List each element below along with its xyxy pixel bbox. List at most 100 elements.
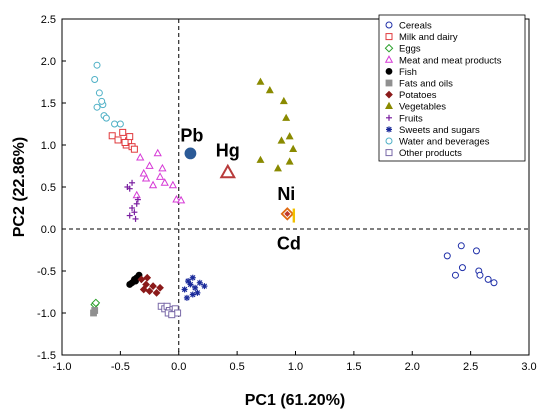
point-potatoes	[152, 288, 161, 297]
legend-item-potatoes: Potatoes	[385, 90, 437, 101]
point-potatoes	[143, 273, 152, 282]
legend-item-eggs: Eggs	[384, 43, 421, 55]
y-tick-label: 0.0	[41, 224, 56, 236]
legend-label: Milk and dairy	[399, 32, 458, 43]
point-fruits	[126, 212, 133, 219]
point-fruits	[134, 196, 141, 203]
point-meat-and-meat-products	[132, 190, 141, 199]
point-sweets-and-sugars	[189, 274, 196, 281]
loading-label-cd: Cd	[277, 234, 301, 254]
point-vegetables	[256, 77, 265, 85]
legend-marker-fish	[385, 68, 393, 75]
point-fats-and-oils	[91, 307, 99, 314]
point-meat-and-meat-products	[172, 194, 181, 203]
point-meat-and-meat-products	[155, 172, 165, 180]
point-milk-and-dairy	[121, 138, 129, 146]
point-meat-and-meat-products	[141, 173, 151, 182]
point-water-and-beverages	[93, 61, 101, 69]
reference-lines	[62, 19, 529, 355]
point-fruits	[129, 179, 136, 186]
legend-marker-eggs	[384, 43, 394, 53]
point-sweets-and-sugars	[183, 294, 190, 301]
legend-marker-milk-and-dairy	[385, 33, 393, 41]
point-milk-and-dairy	[108, 132, 116, 140]
x-tick-label: 2.0	[405, 361, 420, 373]
loading-label-hg: Hg	[216, 141, 240, 161]
loading-label-ni: Ni	[277, 184, 295, 204]
point-vegetables	[285, 132, 294, 140]
point-vegetables	[289, 144, 298, 153]
y-tick-label: 2.0	[41, 56, 56, 68]
legend-marker-other-products	[385, 149, 393, 157]
legend-label: Eggs	[399, 44, 421, 55]
legend-item-cereals: Cereals	[385, 21, 432, 32]
point-meat-and-meat-products	[145, 161, 154, 169]
legend-marker-sweets-and-sugars	[386, 126, 392, 133]
point-vegetables	[279, 96, 288, 105]
legend-marker-fruits	[386, 114, 392, 121]
x-tick-label: 3.0	[521, 361, 536, 373]
point-vegetables	[282, 113, 291, 121]
x-axis-ticks: -1.0 -0.5 0.0 0.5 1.0 1.5 2.0 2.5 3.0	[53, 351, 537, 373]
point-fruits	[132, 215, 139, 222]
x-tick-label: 1.0	[288, 361, 303, 373]
point-milk-and-dairy	[119, 128, 127, 136]
point-cereals	[443, 252, 451, 260]
point-vegetables	[285, 157, 294, 165]
loading-pb	[184, 147, 197, 160]
legend-box	[378, 14, 526, 162]
legend-label: Water and beverages	[399, 137, 490, 148]
point-fruits	[126, 185, 133, 192]
point-milk-and-dairy	[126, 133, 134, 141]
x-tick-label: -0.5	[111, 361, 130, 373]
legend-label: Other products	[399, 148, 462, 159]
y-tick-label: -0.5	[37, 266, 56, 278]
legend-label: Meat and meat products	[399, 55, 502, 66]
y-axis-ticks: -1.5 -1.0 -0.5 0.0 0.5 1.0 1.5 2.0 2.5	[37, 14, 66, 362]
legend-label: Potatoes	[399, 90, 437, 101]
legend-marker-cereals	[385, 21, 393, 29]
legend-label: Cereals	[399, 21, 432, 32]
point-sweets-and-sugars	[196, 279, 203, 286]
y-tick-label: -1.5	[37, 350, 56, 362]
legend-marker-fats-and-oils	[385, 79, 393, 87]
point-water-and-beverages	[98, 97, 106, 105]
point-sweets-and-sugars	[194, 289, 201, 296]
point-water-and-beverages	[95, 89, 103, 97]
point-potatoes	[149, 282, 157, 290]
point-meat-and-meat-products	[153, 148, 162, 157]
point-fruits	[129, 205, 136, 211]
point-water-and-beverages	[116, 120, 124, 128]
point-potatoes	[156, 283, 164, 292]
legend-marker-potatoes	[385, 90, 393, 99]
y-tick-label: -1.0	[37, 308, 56, 320]
legend-item-water-and-beverages: Water and beverages	[385, 137, 490, 148]
point-meat-and-meat-products	[136, 152, 145, 161]
point-fruits	[131, 209, 138, 216]
legend-label: Vegetables	[399, 102, 446, 113]
legend-item-fruits: Fruits	[386, 113, 423, 124]
x-tick-label: 1.5	[346, 361, 361, 373]
point-eggs	[91, 298, 101, 308]
point-vegetables	[265, 85, 274, 94]
point-sweets-and-sugars	[187, 281, 194, 288]
y-tick-label: 0.5	[41, 182, 56, 194]
point-cereals	[472, 247, 480, 255]
point-vegetables	[256, 155, 265, 163]
point-fruits	[133, 200, 140, 207]
x-tick-label: -1.0	[53, 361, 72, 373]
y-tick-label: 2.5	[41, 14, 56, 26]
point-water-and-beverages	[91, 75, 99, 83]
point-cereals	[458, 264, 466, 272]
point-water-and-beverages	[102, 114, 110, 122]
legend-item-vegetables: Vegetables	[385, 102, 446, 113]
legend-item-milk-and-dairy: Milk and dairy	[385, 32, 458, 43]
loading-markers: Pb Hg Ni Cd	[180, 125, 300, 253]
point-meat-and-meat-products	[168, 180, 178, 189]
point-cereals	[451, 271, 459, 279]
x-axis-title: PC1 (61.20%)	[245, 392, 346, 409]
point-fish	[132, 277, 139, 285]
loading-ni	[280, 207, 295, 221]
